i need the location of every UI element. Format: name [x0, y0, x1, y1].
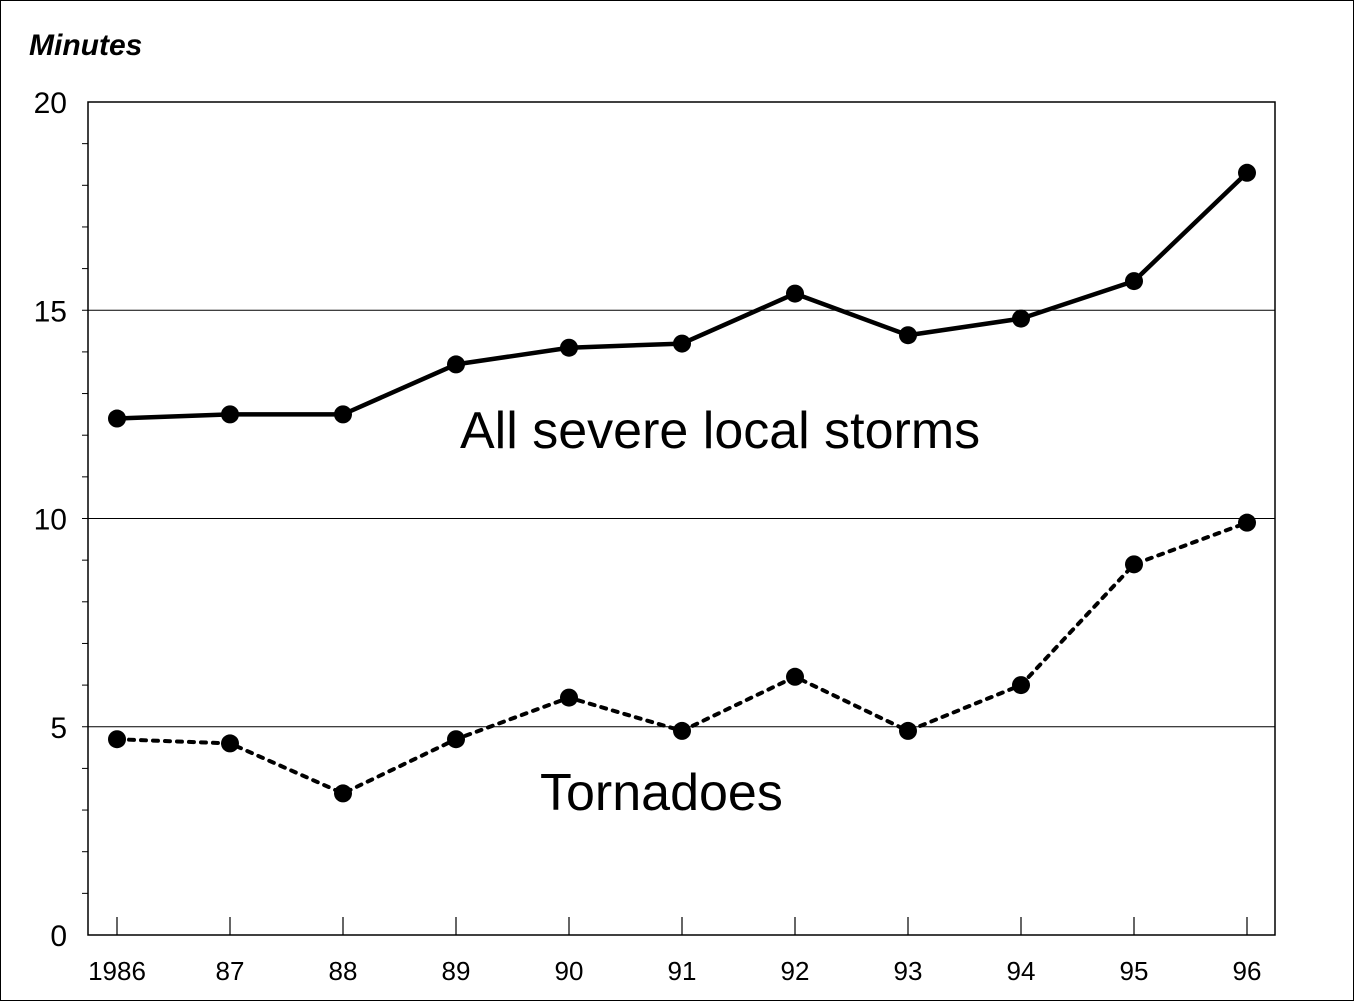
data-point-tornadoes — [334, 784, 352, 803]
data-point-all-severe-local-storms — [899, 326, 917, 345]
x-tick-labels: 1986 87 88 89 90 91 92 93 94 95 96 — [88, 956, 1261, 986]
data-point-tornadoes — [786, 667, 804, 686]
y-tick-label: 20 — [34, 87, 67, 120]
x-tick-label: 1986 — [88, 956, 146, 986]
x-tick-label: 94 — [1007, 956, 1036, 986]
data-points — [108, 163, 1256, 803]
series-line-tornadoes — [115, 520, 1249, 796]
data-point-tornadoes — [221, 734, 239, 753]
y-minor-ticks — [82, 143, 88, 894]
x-tick-label: 89 — [442, 956, 471, 986]
data-point-all-severe-local-storms — [786, 284, 804, 303]
gridlines — [88, 309, 1275, 728]
data-point-all-severe-local-storms — [447, 355, 465, 374]
data-point-tornadoes — [1125, 555, 1143, 574]
data-point-tornadoes — [1238, 513, 1256, 532]
series-label-all-severe-local-storms: All severe local storms — [460, 402, 980, 460]
y-tick-label: 10 — [34, 504, 67, 537]
data-point-all-severe-local-storms — [1125, 272, 1143, 291]
data-point-tornadoes — [108, 730, 126, 749]
data-point-tornadoes — [673, 721, 691, 740]
x-tick-label: 95 — [1120, 956, 1149, 986]
x-tick-marks — [116, 917, 1248, 935]
x-tick-label: 91 — [668, 956, 697, 986]
data-point-all-severe-local-storms — [1238, 163, 1256, 182]
x-tick-label: 92 — [781, 956, 810, 986]
y-tick-label: 15 — [34, 295, 67, 328]
y-axis-label: Minutes — [29, 29, 142, 62]
data-point-all-severe-local-storms — [334, 405, 352, 424]
data-point-all-severe-local-storms — [1012, 309, 1030, 328]
data-point-tornadoes — [560, 688, 578, 707]
y-tick-label: 5 — [50, 712, 67, 745]
data-point-all-severe-local-storms — [673, 334, 691, 353]
data-point-all-severe-local-storms — [108, 409, 126, 428]
y-tick-label: 0 — [50, 920, 67, 953]
x-tick-label: 96 — [1233, 956, 1262, 986]
data-point-all-severe-local-storms — [221, 405, 239, 424]
x-tick-label: 88 — [329, 956, 358, 986]
series-lines — [115, 171, 1249, 796]
x-tick-label: 87 — [216, 956, 245, 986]
data-point-tornadoes — [899, 721, 917, 740]
series-label-tornadoes: Tornadoes — [540, 764, 783, 822]
x-tick-label: 93 — [894, 956, 923, 986]
data-point-tornadoes — [447, 730, 465, 749]
data-point-tornadoes — [1012, 676, 1030, 695]
data-point-all-severe-local-storms — [560, 338, 578, 357]
y-tick-labels: 0 5 10 15 20 — [34, 87, 67, 953]
x-tick-label: 90 — [555, 956, 584, 986]
series-line-all-severe-local-storms — [116, 171, 1249, 421]
